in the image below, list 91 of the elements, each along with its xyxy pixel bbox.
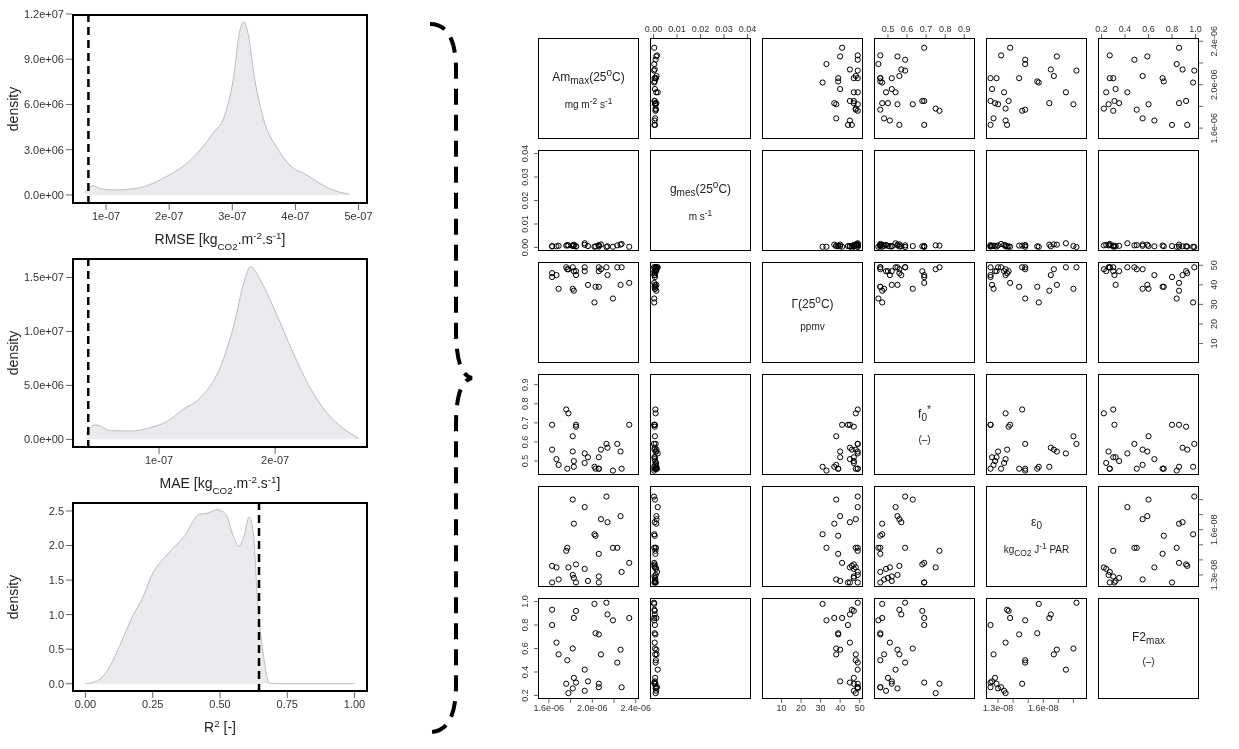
- y-tick-label: 0.02: [520, 191, 530, 210]
- y-tick-label: 3.0e+06: [23, 143, 64, 156]
- x-tick-label: 0.6: [1142, 24, 1155, 34]
- y-tick-label: 1.2e+07: [23, 7, 64, 20]
- y-tick-label: 0.9: [520, 378, 530, 391]
- y-tick-label: 0.8: [520, 397, 530, 411]
- y-axis-title: density: [5, 86, 21, 132]
- y-tick-label: 0.00: [520, 238, 530, 257]
- x-tick-label: 2e-07: [261, 453, 290, 466]
- y-tick-label: 10: [1209, 338, 1219, 349]
- x-tick-label: 10: [776, 703, 787, 714]
- text: F2$_{max}$: [1132, 629, 1165, 647]
- x-tick-label: 0.9: [958, 24, 971, 34]
- x-tick-label: 0.4: [1118, 24, 1132, 34]
- x-tick-label: 0.7: [919, 24, 933, 34]
- y-tick-label: 1.3e-08: [1209, 559, 1219, 591]
- x-tick-label: 1.00: [343, 697, 366, 710]
- x-tick-label: 40: [835, 703, 846, 714]
- x-tick-label: 0.2: [1095, 24, 1108, 34]
- x-tick-label: 0.04: [738, 24, 757, 34]
- y-tick-label: 0.04: [520, 144, 530, 163]
- text: g$_{mes}$(25$^{o}$C): [669, 178, 732, 199]
- y-tick-label: 6.0e+06: [23, 98, 64, 111]
- y-tick-label: 20: [1209, 318, 1219, 329]
- y-tick-label: 9.0e+06: [23, 53, 64, 66]
- x-tick-label: 4e-07: [281, 209, 310, 222]
- x-tick-label: 2.0e-06: [577, 703, 608, 714]
- x-tick-label: 1.6e-08: [1028, 703, 1059, 714]
- x-tick-label: 1e-07: [92, 209, 121, 222]
- y-tick-label: 0.03: [520, 168, 530, 186]
- text: m s$^{-1}$: [688, 208, 713, 223]
- y-tick-label: 0.2: [520, 689, 530, 702]
- x-tick-label: 0.8: [938, 24, 952, 34]
- y-axis-title: density: [5, 330, 21, 376]
- x-tick-label: 1.6e-06: [533, 703, 565, 714]
- y-tick-label: 0.7: [520, 416, 530, 430]
- text: Am$_{max}$(25$^{o}$C): [552, 66, 625, 87]
- text: mg m$^{-2}$ s$^{-1}$: [564, 96, 613, 111]
- x-tick-label: 0.01: [668, 24, 686, 34]
- x-tick-label: 0.02: [691, 24, 710, 34]
- x-tick-label: 0.5: [881, 24, 895, 34]
- y-tick-label: 5.0e+06: [23, 379, 64, 392]
- x-tick-label: 5e-07: [344, 209, 373, 222]
- x-tick-label: 30: [815, 703, 826, 714]
- y-tick-label: 1.5: [48, 573, 64, 586]
- x-axis-title: RMSE [kg$_{CO2}$.m$^{-2}$.s$^{-1}$]: [154, 229, 286, 252]
- text: (–): [918, 433, 931, 445]
- x-tick-label: 0.8: [1165, 24, 1179, 34]
- x-tick-label: 0.6: [900, 24, 914, 34]
- x-tick-label: 20: [796, 703, 807, 714]
- y-tick-label: 50: [1209, 260, 1219, 271]
- y-tick-label: 1.6e-06: [1209, 112, 1219, 144]
- text: ε$_{0}$: [1031, 514, 1042, 532]
- x-tick-label: 0.75: [276, 697, 298, 710]
- x-tick-label: 0.03: [715, 24, 733, 34]
- y-tick-label: 0.8: [520, 618, 530, 632]
- y-tick-label: 2.5: [48, 504, 64, 517]
- x-tick-label: 50: [854, 703, 865, 714]
- x-tick-label: 0.00: [74, 697, 97, 710]
- x-axis-title: MAE [kg$_{CO2}$.m$^{-2}$.s$^{-1}$]: [159, 473, 281, 496]
- y-tick-label: 0.0e+00: [23, 433, 64, 446]
- y-tick-label: 1.5e+07: [23, 271, 64, 284]
- x-tick-label: 0.25: [142, 697, 164, 710]
- y-tick-label: 2.0e-06: [1209, 69, 1219, 100]
- y-tick-label: 1.0: [48, 608, 64, 621]
- y-tick-label: 0.6: [520, 435, 530, 449]
- x-tick-label: 0.50: [209, 697, 231, 710]
- y-tick-label: 0.4: [520, 665, 530, 679]
- y-tick-label: 0.0e+00: [23, 188, 64, 201]
- text: ppmv: [800, 320, 825, 332]
- x-tick-label: 1e-07: [144, 453, 174, 466]
- text: kg$_{CO2}$ J$^{-1}$ PAR: [1003, 541, 1070, 559]
- x-tick-label: 0.00: [644, 24, 663, 34]
- y-tick-label: 40: [1209, 279, 1219, 290]
- y-tick-label: 0.0: [48, 677, 64, 690]
- y-tick-label: 30: [1209, 299, 1219, 310]
- y-tick-label: 0.6: [520, 642, 530, 655]
- y-tick-label: 2.0: [48, 539, 64, 552]
- x-tick-label: 2e-07: [155, 209, 184, 222]
- x-axis-title: R$^{2}$ [-]: [204, 717, 236, 735]
- x-tick-label: 2.4e-06: [620, 703, 652, 714]
- y-tick-label: 1.0e+07: [23, 325, 64, 338]
- y-tick-label: 1.0: [520, 595, 530, 608]
- y-tick-label: 0.5: [48, 643, 64, 656]
- x-tick-label: 1.0: [1189, 24, 1202, 34]
- x-tick-label: 1.3e-08: [982, 703, 1014, 714]
- y-axis-title: density: [5, 574, 21, 620]
- text: Γ(25$^{o}$C): [791, 293, 834, 311]
- text: (–): [1142, 656, 1155, 668]
- y-tick-label: 1.6e-08: [1209, 514, 1219, 545]
- x-tick-label: 3e-07: [218, 209, 247, 222]
